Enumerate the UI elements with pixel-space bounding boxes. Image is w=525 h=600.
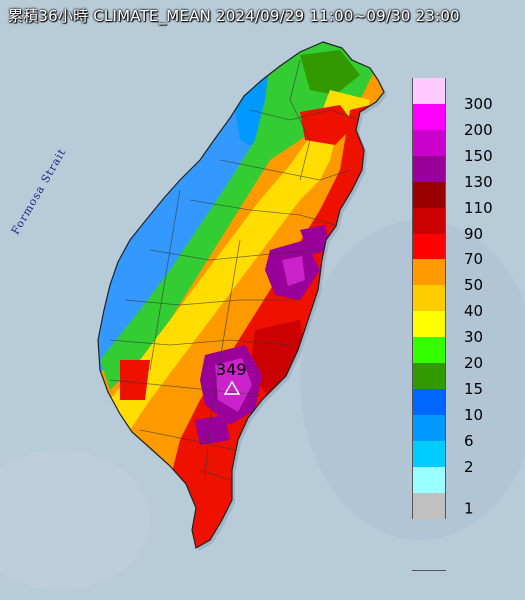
legend-label: 300 [464,94,493,113]
legend-row: 6 [412,414,518,450]
map-title: 累積36小時 CLIMATE_MEAN 2024/09/29 11:00~09/… [8,7,460,25]
legend-row: 150 [412,129,518,165]
legend-label: 130 [464,172,493,191]
legend-row: 70 [412,233,518,268]
legend-swatch [412,311,446,338]
legend-swatch [412,78,446,104]
legend-label: 150 [464,146,493,165]
legend-swatch [412,414,446,441]
legend-swatch [412,440,446,467]
legend-row: 10 [412,389,518,424]
legend-row: 40 [412,285,518,320]
legend-swatch [412,155,446,182]
legend-swatch [412,103,446,130]
legend-swatch [412,181,446,208]
legend-label: 70 [464,250,484,269]
triangle-icon [224,381,240,395]
legend-label: 6 [464,431,474,450]
legend-label: 1 [464,499,474,518]
legend-label: 40 [464,302,484,321]
legend-swatch [412,363,446,390]
legend-row: 110 [412,181,518,217]
peak-rainfall-value: 349 [216,360,247,379]
legend-label: 200 [464,120,493,139]
legend-swatch [412,207,446,234]
legend-row: 2 [412,440,518,476]
legend-row [412,492,518,519]
legend-label: 20 [464,354,484,373]
legend-label: 10 [464,405,484,424]
legend-row: 1 [412,466,518,517]
legend-row: 20 [412,337,518,372]
legend-row: 30 [412,311,518,346]
legend-swatch [412,389,446,415]
legend-swatch [412,492,446,519]
legend-row: 200 [412,103,518,139]
legend-swatch [412,129,446,156]
legend-label: 90 [464,224,484,243]
legend-label: 50 [464,276,484,295]
legend-row: 300 [412,78,518,113]
legend-row: 130 [412,155,518,191]
legend-row: 50 [412,259,518,294]
legend-swatch [412,337,446,364]
legend-label: 2 [464,457,474,476]
legend-swatch [412,233,446,260]
legend-swatch [412,466,446,493]
legend-row: 15 [412,363,518,398]
legend-label: 30 [464,328,484,347]
legend-swatch [412,259,446,286]
legend-swatch [412,285,446,312]
rainfall-legend: 300 200 150 130 110 90 70 50 40 30 20 15 10 6 2 1 [412,78,518,519]
legend-row: 90 [412,207,518,243]
legend-label: 15 [464,380,484,399]
legend-label: 110 [464,198,493,217]
legend-border-bottom [412,570,446,571]
